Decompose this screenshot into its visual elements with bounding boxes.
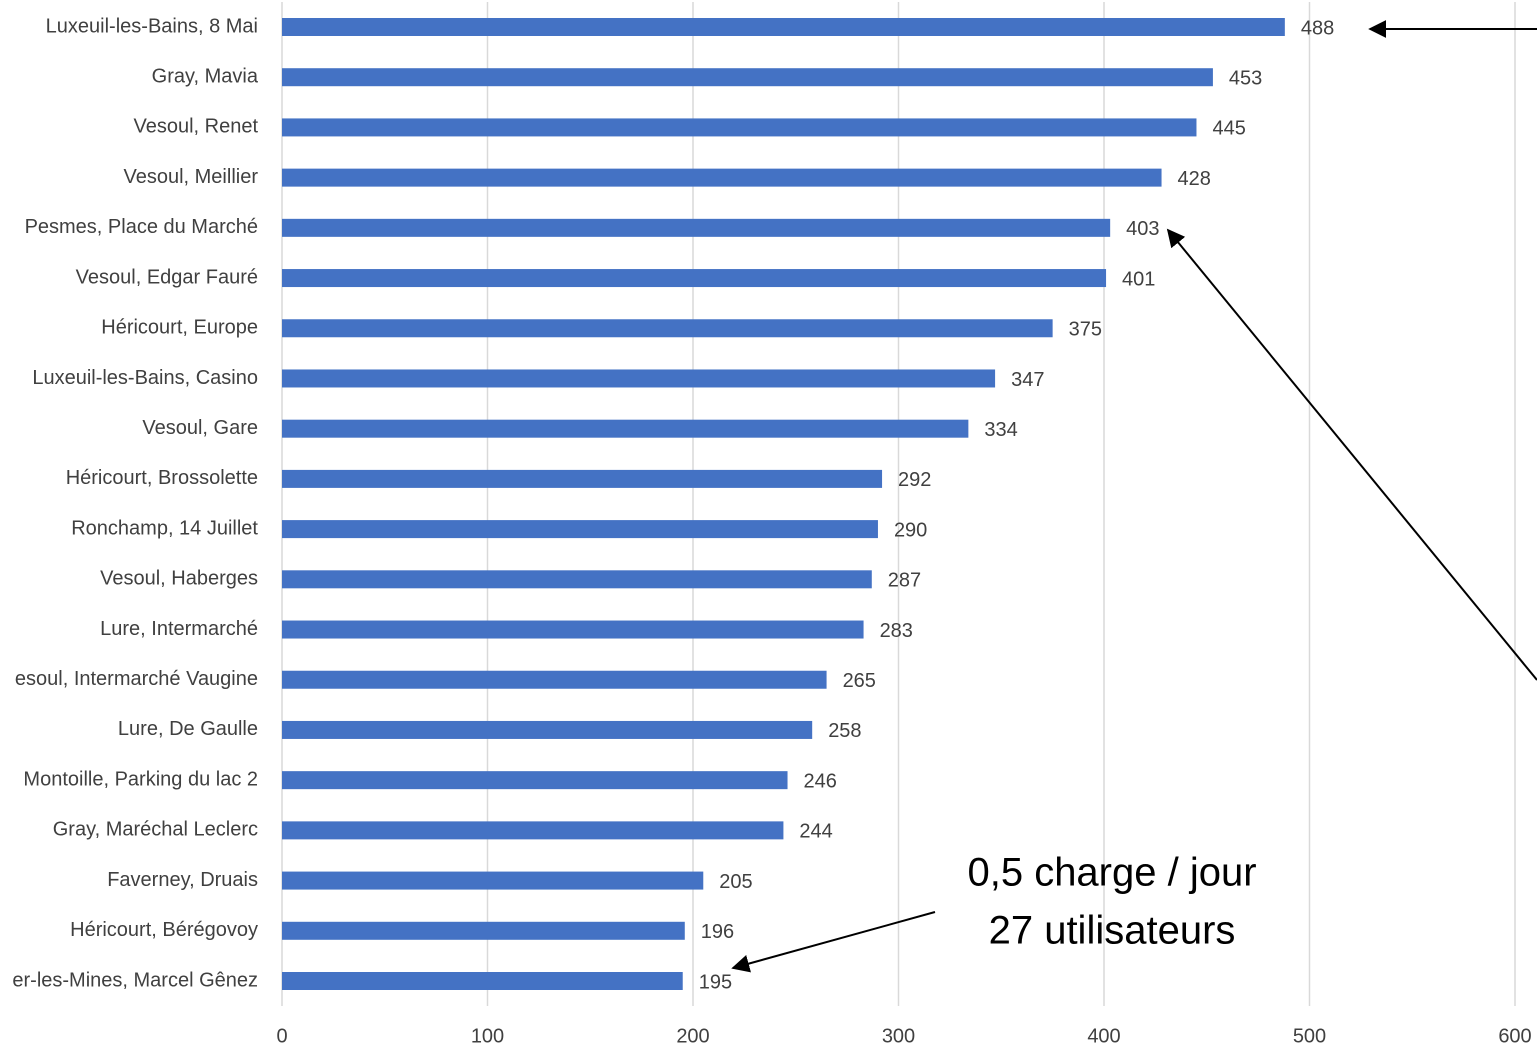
bar [282,670,827,689]
y-tick-label: Luxeuil-les-Bains, 8 Mai [46,15,258,37]
bar [282,269,1107,288]
x-tick-label: 0 [276,1025,287,1047]
bar [282,469,883,488]
x-tick-label: 400 [1087,1025,1120,1047]
data-label: 258 [828,720,861,742]
data-label: 290 [894,519,927,541]
y-tick-label: Vesoul, Gare [142,417,258,439]
arrow [731,911,936,973]
bar [282,18,1285,36]
bar [282,972,683,990]
y-tick-label: er-les-Mines, Marcel Gênez [12,969,258,991]
data-label: 453 [1229,67,1262,89]
x-tick-label: 100 [471,1025,504,1047]
data-label: 488 [1301,17,1334,39]
bar [282,369,996,388]
data-label: 283 [880,620,913,642]
x-tick-label: 200 [676,1025,709,1047]
x-tick-label: 600 [1498,1025,1531,1047]
y-tick-label: Héricourt, Europe [101,317,258,339]
y-tick-label: Ronchamp, 14 Juillet [71,517,258,539]
y-tick-label: Lure, De Gaulle [118,718,258,740]
bar [282,419,969,438]
y-tick-label: Faverney, Druais [107,869,258,891]
y-tick-label: Vesoul, Haberges [100,568,258,590]
y-tick-label: Lure, Intermarché [100,618,258,640]
bar [282,168,1162,187]
y-tick-label: Héricourt, Brossolette [66,467,258,489]
bar [282,520,878,539]
y-tick-label: Gray, Maréchal Leclerc [53,819,258,841]
data-label: 347 [1011,369,1044,391]
data-label: 205 [719,871,752,893]
y-tick-label: Vesoul, Meillier [123,166,258,188]
x-tick-label: 500 [1293,1025,1326,1047]
y-tick-label: esoul, Intermarché Vaugine [15,668,258,690]
y-tick-label: Vesoul, Edgar Fauré [76,266,258,288]
data-label: 428 [1178,168,1211,190]
y-tick-label: Pesmes, Place du Marché [25,216,258,238]
bar [282,319,1053,338]
bar [282,871,704,890]
bar [282,821,784,840]
bar [282,921,685,940]
bar [282,620,864,639]
annotation: 0,5 charge / jour [967,851,1256,895]
bar [282,118,1197,137]
bar [282,218,1111,237]
y-tick-label: Gray, Mavia [152,65,259,87]
data-label: 195 [699,971,732,993]
annotation: 27 utilisateurs [989,909,1236,953]
data-label: 445 [1212,118,1245,140]
bar [282,68,1213,87]
y-tick-label: Luxeuil-les-Bains, Casino [32,367,258,389]
data-label: 401 [1122,268,1155,290]
data-label: 403 [1126,218,1159,240]
data-label: 287 [888,570,921,592]
bar [282,771,788,790]
y-tick-label: Vesoul, Renet [133,116,258,138]
bar [282,720,813,739]
data-label: 246 [804,770,837,792]
data-label: 244 [799,821,832,843]
bar [282,570,872,589]
y-tick-label: Héricourt, Bérégovoy [70,919,258,941]
data-label: 292 [898,469,931,491]
data-label: 375 [1069,319,1102,341]
arrow [1166,228,1537,681]
data-label: 196 [701,921,734,943]
data-label: 334 [984,419,1017,441]
x-tick-label: 300 [882,1025,915,1047]
data-label: 265 [843,670,876,692]
y-tick-label: Montoille, Parking du lac 2 [23,768,258,790]
